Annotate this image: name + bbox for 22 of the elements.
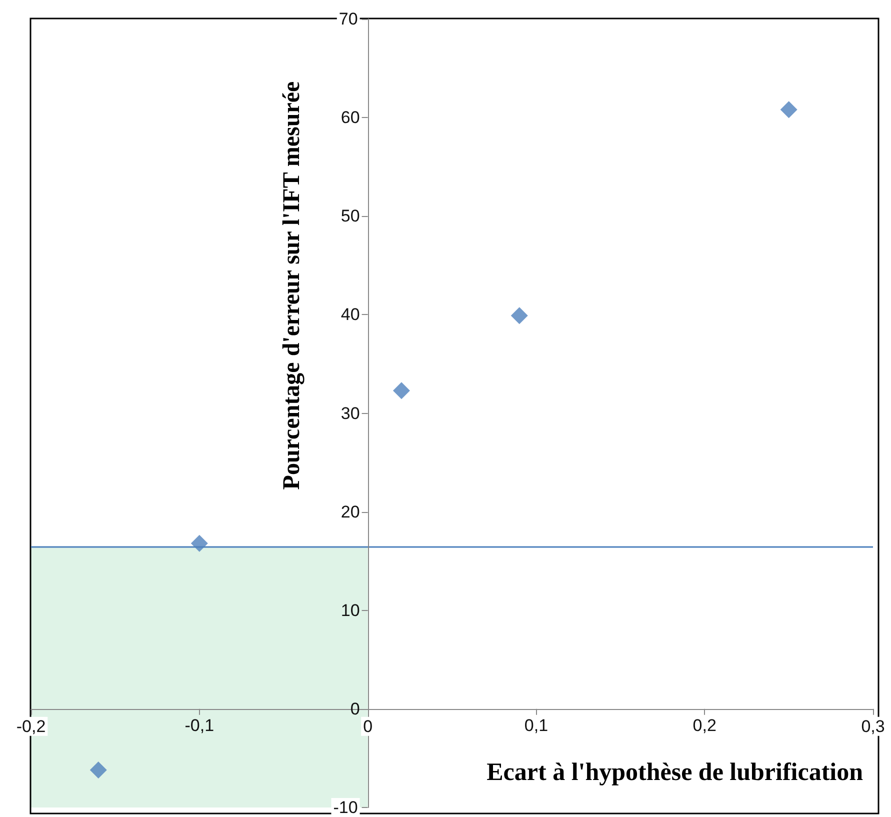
point xyxy=(510,307,528,324)
x-axis-title: Ecart à l'hypothèse de lubrification xyxy=(486,759,864,786)
y-tick-label: 20 xyxy=(340,502,360,522)
x-tick-label: -0,2 xyxy=(16,716,46,736)
point xyxy=(780,101,798,118)
y-tick-label: 0 xyxy=(350,699,360,718)
y-tick-label: -10 xyxy=(333,798,358,817)
y-tick-label: 40 xyxy=(340,305,360,324)
point xyxy=(190,534,208,552)
x-tick-label: -0,1 xyxy=(184,716,214,735)
y-tick-label: 60 xyxy=(340,108,360,128)
y-axis-title: Pourcentage d'erreur sur l'IFT mesurée xyxy=(279,80,305,490)
y-tick-label: 70 xyxy=(338,10,358,28)
x-tick-label: 0,2 xyxy=(692,716,716,735)
point xyxy=(90,762,107,779)
x-tick-label: 0,1 xyxy=(524,716,548,735)
x-tick-label: 0,3 xyxy=(861,716,885,736)
y-tick-label: 30 xyxy=(340,404,360,423)
x-tick-label: 0 xyxy=(363,716,373,736)
y-tick-label: 50 xyxy=(340,206,360,226)
y-tick-label: 10 xyxy=(340,600,360,620)
point xyxy=(392,382,410,400)
